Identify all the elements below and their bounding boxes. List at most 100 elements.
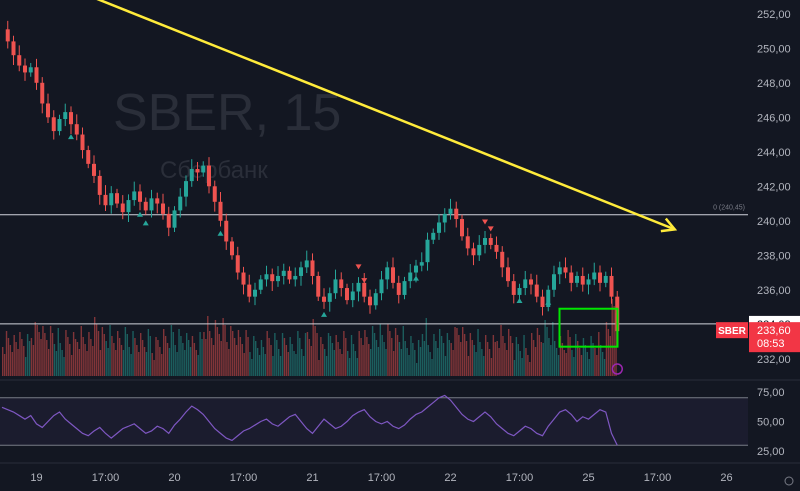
volume-bar (166, 343, 169, 376)
candle-body (161, 203, 165, 214)
candle-body (379, 279, 384, 294)
volume-bar (161, 354, 163, 376)
volume-bar (333, 350, 335, 376)
volume-bar (488, 349, 491, 376)
volume-bar (414, 350, 416, 376)
candle-body (281, 270, 286, 276)
volume-bar (565, 353, 567, 376)
candle-body (580, 275, 585, 285)
rsi-tick-label: 50,00 (757, 417, 785, 429)
candle-body (402, 281, 407, 295)
sell-signal-icon (355, 264, 362, 270)
event-flag-icon[interactable] (611, 363, 623, 375)
volume-bar (448, 340, 450, 376)
volume-bar (279, 356, 282, 376)
volume-bar (226, 342, 228, 376)
volume-bar (218, 334, 220, 376)
volume-bar (335, 335, 337, 376)
volume-bar (592, 343, 594, 376)
arrowhead-icon[interactable] (660, 217, 678, 233)
time-tick-label: 17:00 (92, 472, 120, 484)
volume-bar (442, 343, 445, 376)
volume-bar (147, 329, 150, 376)
volume-bar (377, 347, 380, 376)
volume-bar (285, 345, 288, 376)
candle-body (218, 201, 223, 221)
volume-bar (381, 335, 383, 376)
candle-body (500, 251, 505, 268)
volume-bar (325, 356, 328, 376)
candle-body (143, 201, 148, 211)
volume-bar (454, 327, 456, 376)
candle-body (5, 29, 10, 42)
volume-bar (320, 337, 322, 376)
buy-signal-icon (413, 275, 419, 281)
candle-body (414, 265, 418, 273)
volume-bar (26, 334, 29, 376)
volume-bar (456, 328, 458, 376)
volume-bar (383, 342, 385, 376)
volume-bar (63, 357, 65, 376)
candle-body (333, 279, 338, 294)
volume-bar (247, 337, 249, 376)
candle-body (172, 210, 177, 228)
candle-body (189, 169, 194, 182)
volume-bar (184, 350, 186, 376)
candle-body (109, 193, 114, 206)
settings-gear-icon[interactable] (784, 476, 794, 486)
volume-bar (301, 349, 303, 376)
volume-bar (481, 349, 483, 376)
volume-bar (527, 355, 529, 376)
candle-body (603, 275, 608, 283)
candle-body (477, 244, 482, 256)
volume-bar (132, 331, 134, 376)
time-tick-label: 17:00 (644, 472, 672, 484)
candle-body (235, 255, 240, 273)
volume-bar (563, 350, 565, 376)
trendline-arrow[interactable] (83, 0, 676, 231)
candle-body (373, 293, 378, 306)
volume-bar (195, 350, 197, 376)
volume-bar (590, 336, 592, 376)
volume-bar (532, 340, 535, 376)
volume-bar (130, 354, 132, 376)
candle-body (287, 270, 292, 280)
volume-bar (517, 344, 519, 376)
volume-bar (387, 324, 389, 376)
volume-bar (490, 358, 493, 376)
volume-bar (3, 354, 6, 376)
volume-bar (554, 341, 556, 376)
volume-bar (281, 333, 284, 376)
volume-bar (189, 347, 192, 376)
volume-bar (458, 335, 460, 376)
candle-body (327, 293, 332, 302)
volume-bar (141, 340, 144, 376)
volume-bar (51, 333, 54, 376)
drawings[interactable] (83, 0, 678, 375)
volume-bar (155, 337, 157, 376)
volume-bar (496, 341, 498, 376)
volume-bar (11, 352, 13, 376)
price-tick-label: 248,00 (757, 78, 791, 90)
highlight-rectangle[interactable] (558, 307, 619, 348)
horizontal-lines[interactable]: 0 (240,45) (0, 205, 748, 325)
price-tick-label: 236,00 (757, 285, 791, 297)
watermark-symbol: SBER, 15 (113, 84, 341, 142)
volume-bar (352, 344, 355, 376)
candle-body (276, 275, 280, 282)
price-axis[interactable]: 252,00 250,00 248,00 246,00 244,00 242,00 240,… (716, 0, 800, 463)
volume-bar (412, 343, 414, 376)
volume-bar (421, 334, 424, 376)
time-axis[interactable]: 19 17:00 20 17:00 21 17:00 22 17:00 25 17:00 26 (30, 472, 732, 484)
volume-bar (270, 345, 272, 376)
volume-bar (82, 337, 84, 376)
volume-bar (427, 345, 429, 376)
candle-body (264, 274, 269, 280)
volume-bar (521, 358, 523, 376)
buy-signal-icon (137, 211, 143, 217)
volume-bar (347, 351, 349, 376)
candle-body (103, 194, 108, 206)
volume-bar (197, 355, 199, 376)
volume-bar (523, 335, 525, 376)
